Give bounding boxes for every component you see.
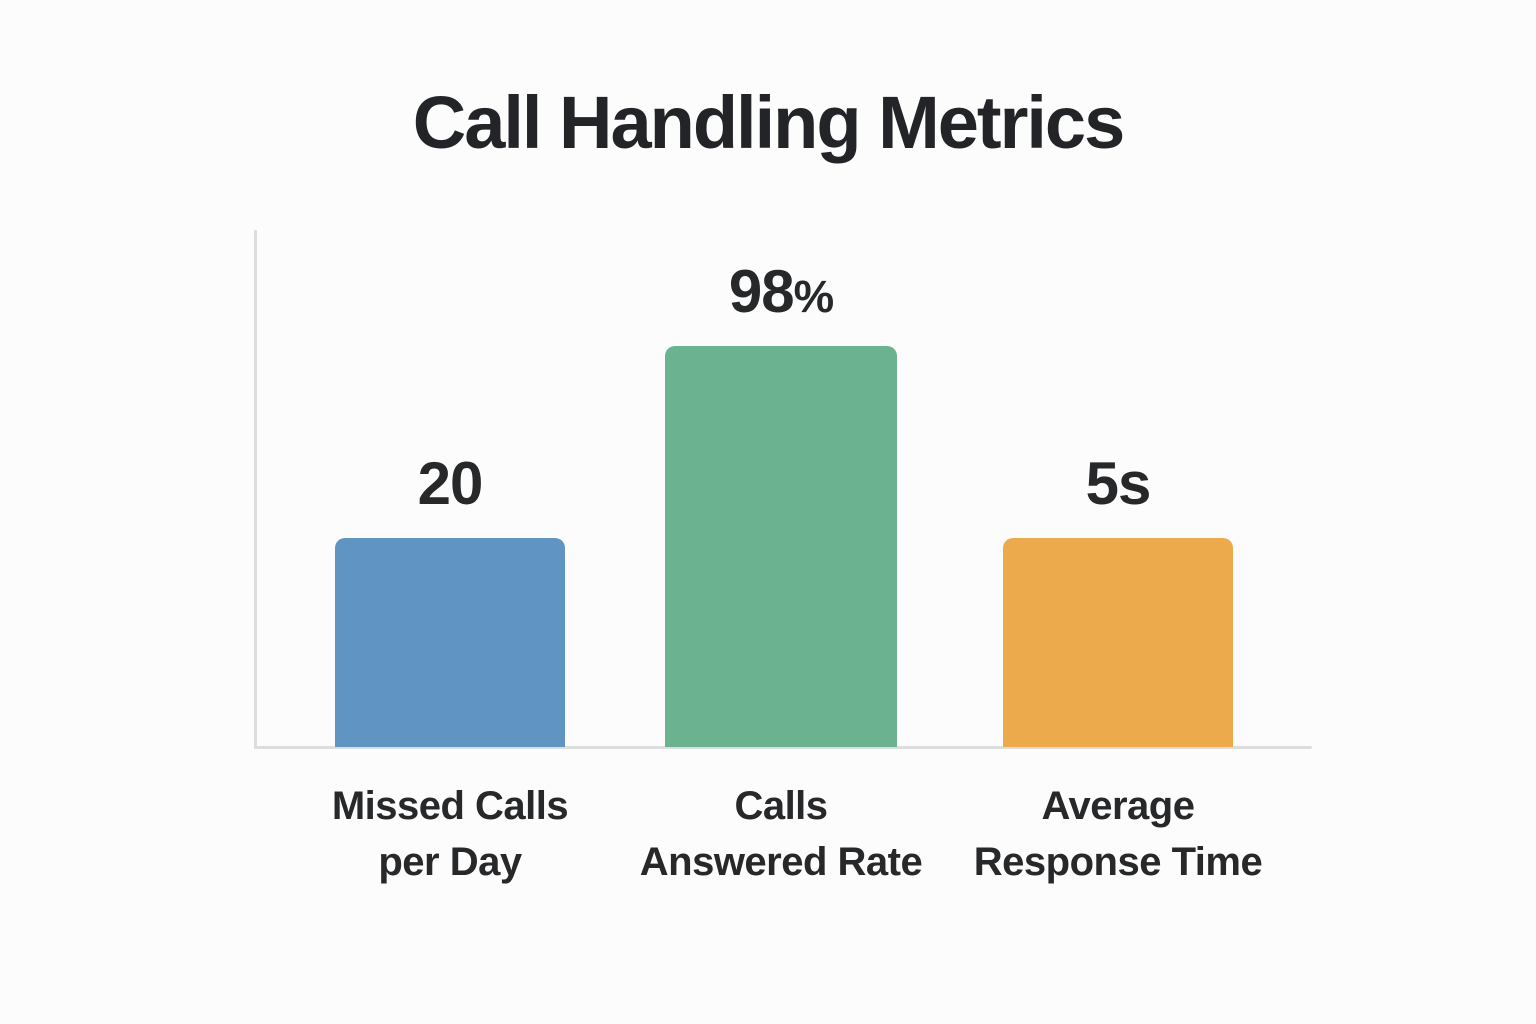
bar-value-suffix: % <box>793 271 835 322</box>
bar-group-avg-response: 5s <box>1003 449 1233 747</box>
bar-group-calls-answered: 98% <box>665 257 897 747</box>
bar-value-main: 20 <box>417 450 484 517</box>
y-axis-line <box>254 230 257 749</box>
bar-avg-response <box>1003 538 1233 747</box>
bar-value-label: 98% <box>728 257 835 326</box>
category-line: per Day <box>378 840 522 884</box>
category-label-avg-response: Average Response Time <box>923 778 1313 890</box>
category-line: Answered Rate <box>639 840 923 884</box>
category-line: Response Time <box>973 840 1263 884</box>
bar-value-label: 20 <box>417 449 484 518</box>
bar-value-label: 5s <box>1085 449 1152 518</box>
category-line: Missed Calls <box>331 784 569 828</box>
category-line: Average <box>1041 784 1195 828</box>
x-axis-line <box>254 746 1312 749</box>
bar-missed-calls <box>335 538 565 747</box>
category-label-missed-calls: Missed Calls per Day <box>255 778 645 890</box>
bar-value-main: 5s <box>1085 450 1152 517</box>
bar-value-main: 98 <box>728 258 795 325</box>
chart-title: Call Handling Metrics <box>412 81 1125 164</box>
bar-calls-answered <box>665 346 897 747</box>
category-label-calls-answered: Calls Answered Rate <box>586 778 976 890</box>
category-line: Calls <box>734 784 828 828</box>
bar-group-missed-calls: 20 <box>335 449 565 747</box>
